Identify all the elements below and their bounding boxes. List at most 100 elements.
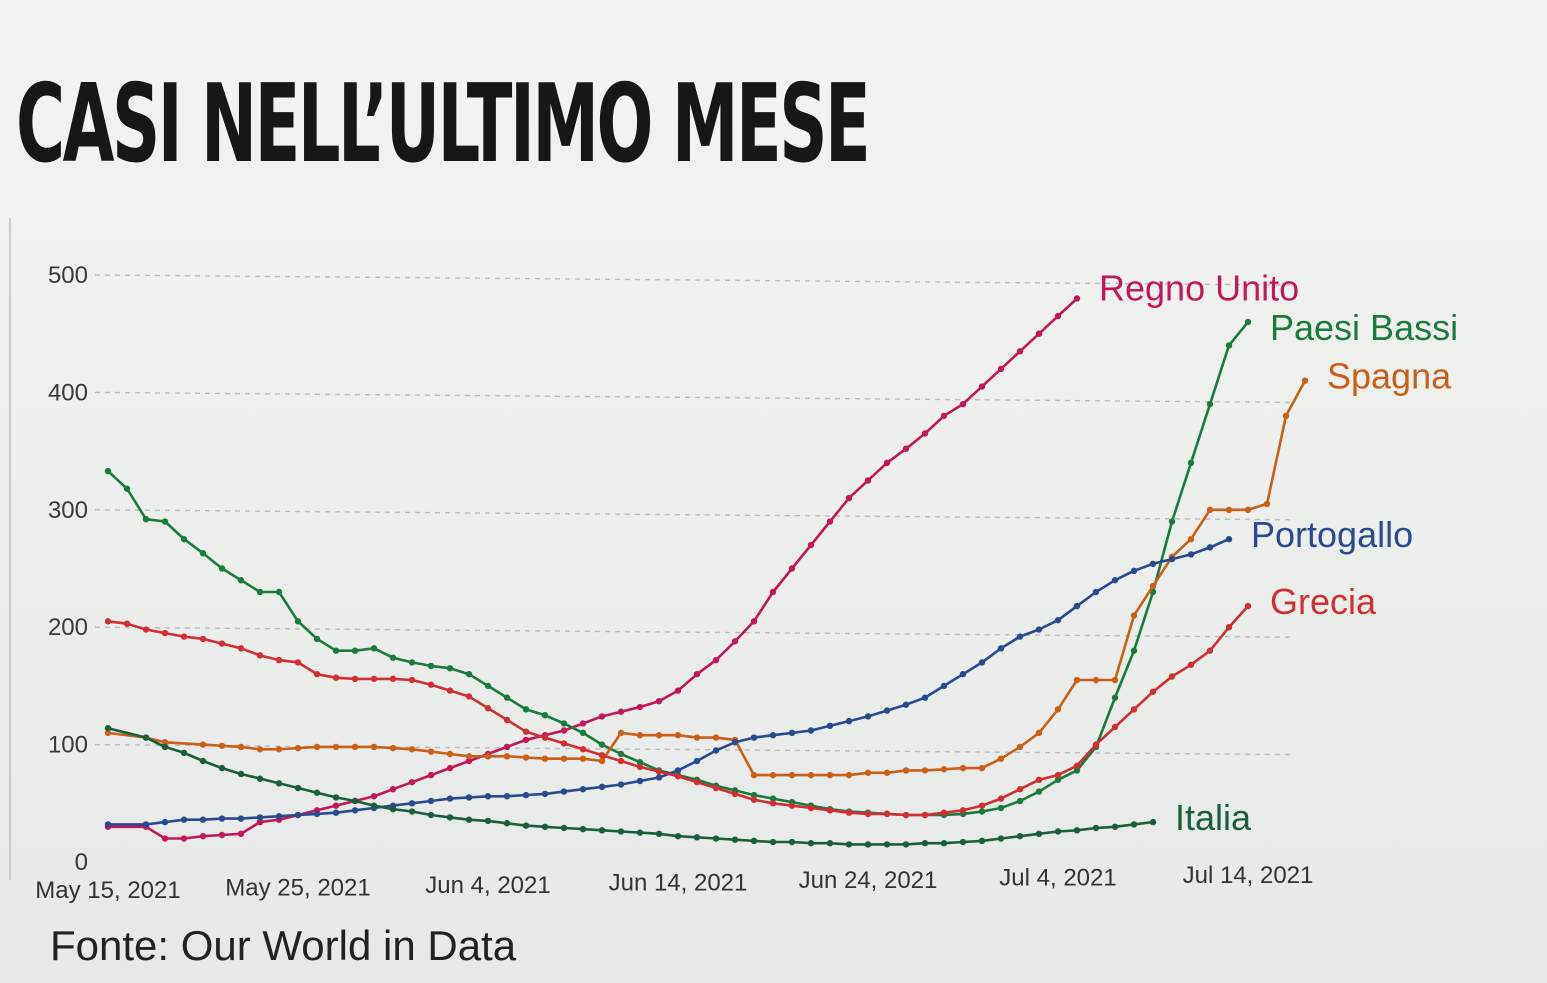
x-tick-label: Jul 4, 2021 <box>999 865 1116 892</box>
data-point <box>351 675 359 683</box>
data-point <box>883 841 891 848</box>
data-point <box>959 400 967 408</box>
data-point <box>750 771 758 779</box>
data-point <box>750 796 758 803</box>
data-point <box>674 687 682 694</box>
data-point <box>313 743 321 751</box>
data-point <box>826 518 834 525</box>
data-point <box>674 773 682 780</box>
data-point <box>674 732 682 739</box>
data-point <box>256 588 264 596</box>
data-point <box>313 810 321 818</box>
data-point <box>351 743 359 751</box>
data-point <box>199 832 207 840</box>
data-point <box>693 670 701 678</box>
data-point <box>788 838 796 846</box>
data-point <box>1016 797 1024 805</box>
data-point <box>161 743 169 751</box>
data-point <box>465 757 473 765</box>
data-point <box>902 701 910 708</box>
data-point <box>503 716 511 724</box>
data-point <box>446 687 454 694</box>
data-point <box>294 659 302 666</box>
data-point <box>579 755 587 762</box>
data-point <box>1225 624 1233 631</box>
data-point <box>1054 616 1062 624</box>
data-point <box>1054 312 1062 320</box>
data-point <box>180 535 188 543</box>
data-point <box>256 652 264 659</box>
data-point <box>598 827 606 834</box>
data-point <box>123 620 131 627</box>
data-point <box>1130 612 1138 619</box>
data-point <box>807 771 815 779</box>
data-point <box>465 670 473 678</box>
data-point <box>199 757 207 765</box>
data-point <box>1035 330 1043 337</box>
data-point <box>1187 459 1195 467</box>
data-point <box>389 744 397 752</box>
data-point <box>1168 518 1176 525</box>
data-point <box>1073 762 1081 769</box>
data-point <box>104 724 112 732</box>
data-point <box>807 804 815 812</box>
data-point <box>313 670 321 678</box>
data-point <box>256 746 264 753</box>
data-point <box>484 705 492 712</box>
data-point <box>218 815 226 822</box>
data-point <box>655 768 663 775</box>
data-point <box>693 834 701 841</box>
data-point <box>1244 506 1252 513</box>
data-point <box>1111 723 1119 731</box>
data-point <box>427 748 435 755</box>
data-point <box>427 797 435 805</box>
data-point <box>750 791 758 799</box>
data-point <box>617 708 625 715</box>
data-point <box>864 841 872 848</box>
data-point <box>1244 602 1252 610</box>
data-point <box>997 804 1005 812</box>
data-point <box>1111 694 1119 701</box>
data-point <box>465 753 473 760</box>
data-point <box>940 840 948 847</box>
data-point <box>560 824 568 832</box>
data-point <box>427 681 435 688</box>
x-tick-label: Jun 24, 2021 <box>799 867 938 894</box>
data-point <box>864 477 872 484</box>
data-point <box>1016 832 1024 840</box>
data-point <box>1244 318 1252 326</box>
data-point <box>769 732 777 739</box>
data-point <box>484 753 492 760</box>
data-point <box>522 728 530 735</box>
data-point <box>541 790 549 798</box>
data-point <box>484 793 492 800</box>
data-point <box>1168 673 1176 680</box>
data-point <box>294 811 302 819</box>
data-point <box>237 645 245 652</box>
data-point <box>1130 647 1138 654</box>
data-point <box>579 729 587 737</box>
data-point <box>769 771 777 779</box>
data-point <box>598 783 606 791</box>
data-point <box>1168 555 1176 563</box>
data-point <box>845 809 853 816</box>
data-point <box>1206 400 1214 408</box>
data-point <box>617 757 625 765</box>
data-point <box>1149 688 1157 695</box>
data-point <box>693 778 701 786</box>
data-point <box>902 841 910 848</box>
data-point <box>408 808 416 815</box>
data-point <box>294 744 302 752</box>
y-tick-label: 100 <box>48 732 88 759</box>
series-grecia <box>104 602 1252 819</box>
data-point <box>199 816 207 823</box>
data-point <box>845 771 853 779</box>
y-tick-label: 500 <box>48 262 88 289</box>
data-point <box>1301 377 1309 384</box>
data-point <box>769 795 777 802</box>
data-point <box>959 807 967 814</box>
data-point <box>1092 824 1100 832</box>
data-point <box>370 793 378 800</box>
data-point <box>237 830 245 838</box>
data-point <box>598 741 606 748</box>
